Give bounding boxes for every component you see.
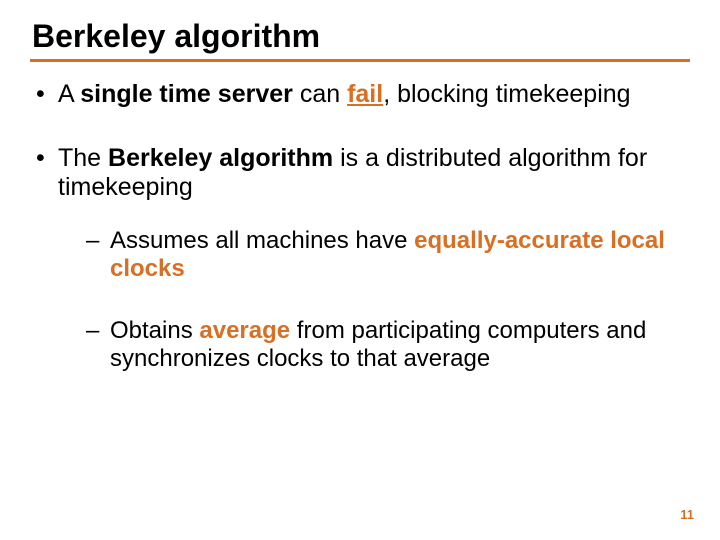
slide: Berkeley algorithm A single time server … bbox=[0, 0, 720, 540]
bold-text: Berkeley algorithm bbox=[108, 144, 333, 172]
sub-bullet-2: Obtains average from participating compu… bbox=[58, 317, 690, 374]
text: Obtains bbox=[110, 317, 199, 344]
sub-bullet-list: Assumes all machines have equally-accura… bbox=[58, 227, 690, 374]
text: can bbox=[293, 80, 347, 108]
bullet-list: A single time server can fail, blocking … bbox=[30, 80, 690, 374]
text: A bbox=[58, 80, 80, 108]
sub-bullet-1: Assumes all machines have equally-accura… bbox=[58, 227, 690, 284]
text: Assumes all machines have bbox=[110, 227, 414, 254]
text: The bbox=[58, 144, 108, 172]
bold-text: single time server bbox=[80, 80, 293, 108]
text: , blocking timekeeping bbox=[383, 80, 630, 108]
bullet-1: A single time server can fail, blocking … bbox=[30, 80, 690, 110]
accent-text: average bbox=[199, 317, 290, 344]
page-number: 11 bbox=[680, 507, 694, 522]
bullet-2: The Berkeley algorithm is a distributed … bbox=[30, 144, 690, 374]
accent-text: fail bbox=[347, 80, 383, 108]
title-rule bbox=[30, 59, 690, 62]
slide-title: Berkeley algorithm bbox=[32, 18, 690, 55]
